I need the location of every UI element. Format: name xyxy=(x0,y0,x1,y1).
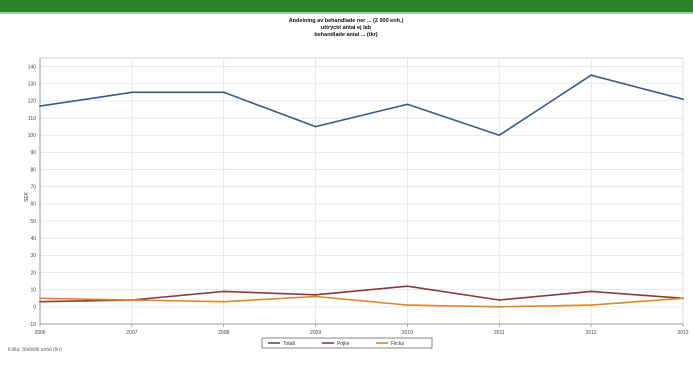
x-tick-label: 2011 xyxy=(494,330,505,336)
y-tick-label: -10 xyxy=(29,322,36,328)
y-tick-label: 60 xyxy=(30,202,36,208)
y-tick-label: 40 xyxy=(30,236,36,242)
data-point-totalt xyxy=(406,103,409,106)
y-tick-label: 90 xyxy=(30,150,36,156)
y-tick-label: 130 xyxy=(28,82,37,88)
x-tick-label: 2012 xyxy=(586,330,597,336)
legend-entry: Pojke xyxy=(337,341,350,347)
data-point-totalt xyxy=(498,134,501,137)
y-tick-label: 110 xyxy=(28,116,36,122)
plot-area xyxy=(39,57,684,325)
data-point-pojke xyxy=(498,299,501,301)
chart-container: Andelning av behandlade ner ... (2 000 e… xyxy=(0,12,693,378)
x-tick-label: 2010 xyxy=(402,330,413,336)
x-tick-label: 2013 xyxy=(677,330,688,336)
y-tick-label: 20 xyxy=(30,270,36,276)
line-chart: Andelning av behandlade ner ... (2 000 e… xyxy=(8,18,689,353)
y-tick-label: 10 xyxy=(30,287,36,293)
data-point-pojke xyxy=(314,293,317,296)
chart-title: Andelning av behandlade ner ... (2 000 e… xyxy=(289,18,404,38)
chart-title-line-3: behandlade antal ... (tkr) xyxy=(314,32,377,38)
data-point-flicka xyxy=(406,304,409,307)
y-tick-label: 100 xyxy=(28,133,37,139)
y-axis-label: SEK xyxy=(24,191,30,202)
legend-box xyxy=(261,337,433,349)
data-point-pojke xyxy=(222,290,225,293)
data-point-pojke xyxy=(39,300,41,303)
y-tick-label: 70 xyxy=(30,185,36,191)
legend-entry: Flicka xyxy=(391,341,404,347)
data-point-flicka xyxy=(682,297,684,300)
data-point-flicka xyxy=(39,297,41,300)
x-tick-label: 2009 xyxy=(310,330,321,336)
data-point-totalt xyxy=(590,74,593,77)
y-tick-label: 0 xyxy=(33,305,36,311)
data-point-pojke xyxy=(590,290,593,293)
chart-axes: -10 0 10 20 30 40 50 60 70 80 90 100 110 120 130 140 200… xyxy=(28,58,689,336)
data-point-totalt xyxy=(682,98,684,101)
chart-title-line-2: uttryckt antal ej lab xyxy=(321,25,372,31)
data-point-flicka xyxy=(222,300,225,303)
chart-footnote: Källa: Statistik antal (tkr) xyxy=(8,347,62,353)
series-line-flicka xyxy=(39,295,684,308)
chart-legend: Totalt Pojke Flicka xyxy=(261,337,433,349)
chart-series xyxy=(39,74,684,308)
data-point-totalt xyxy=(314,125,317,128)
y-tick-label: 50 xyxy=(30,219,36,225)
data-point-totalt xyxy=(39,105,41,107)
data-point-flicka xyxy=(314,295,317,298)
x-tick-label: 2008 xyxy=(218,330,229,336)
y-tick-label: 140 xyxy=(28,64,37,70)
data-point-totalt xyxy=(130,91,133,94)
series-line-totalt xyxy=(39,74,684,136)
window-top-bar xyxy=(0,0,693,14)
data-point-pojke xyxy=(406,285,409,288)
data-point-totalt xyxy=(222,91,225,94)
series-line-pojke xyxy=(39,285,684,303)
legend-entry: Totalt xyxy=(283,341,296,347)
data-point-flicka xyxy=(130,299,133,301)
data-point-flicka xyxy=(498,305,501,308)
x-tick-label: 2006 xyxy=(34,330,45,336)
y-tick-label: 80 xyxy=(30,167,36,173)
chart-grid xyxy=(39,57,684,325)
data-point-flicka xyxy=(590,304,593,307)
y-tick-label: 120 xyxy=(28,99,37,105)
y-tick-label: 30 xyxy=(30,253,36,259)
x-tick-label: 2007 xyxy=(126,330,137,336)
chart-title-line-1: Andelning av behandlade ner ... (2 000 e… xyxy=(289,18,404,24)
